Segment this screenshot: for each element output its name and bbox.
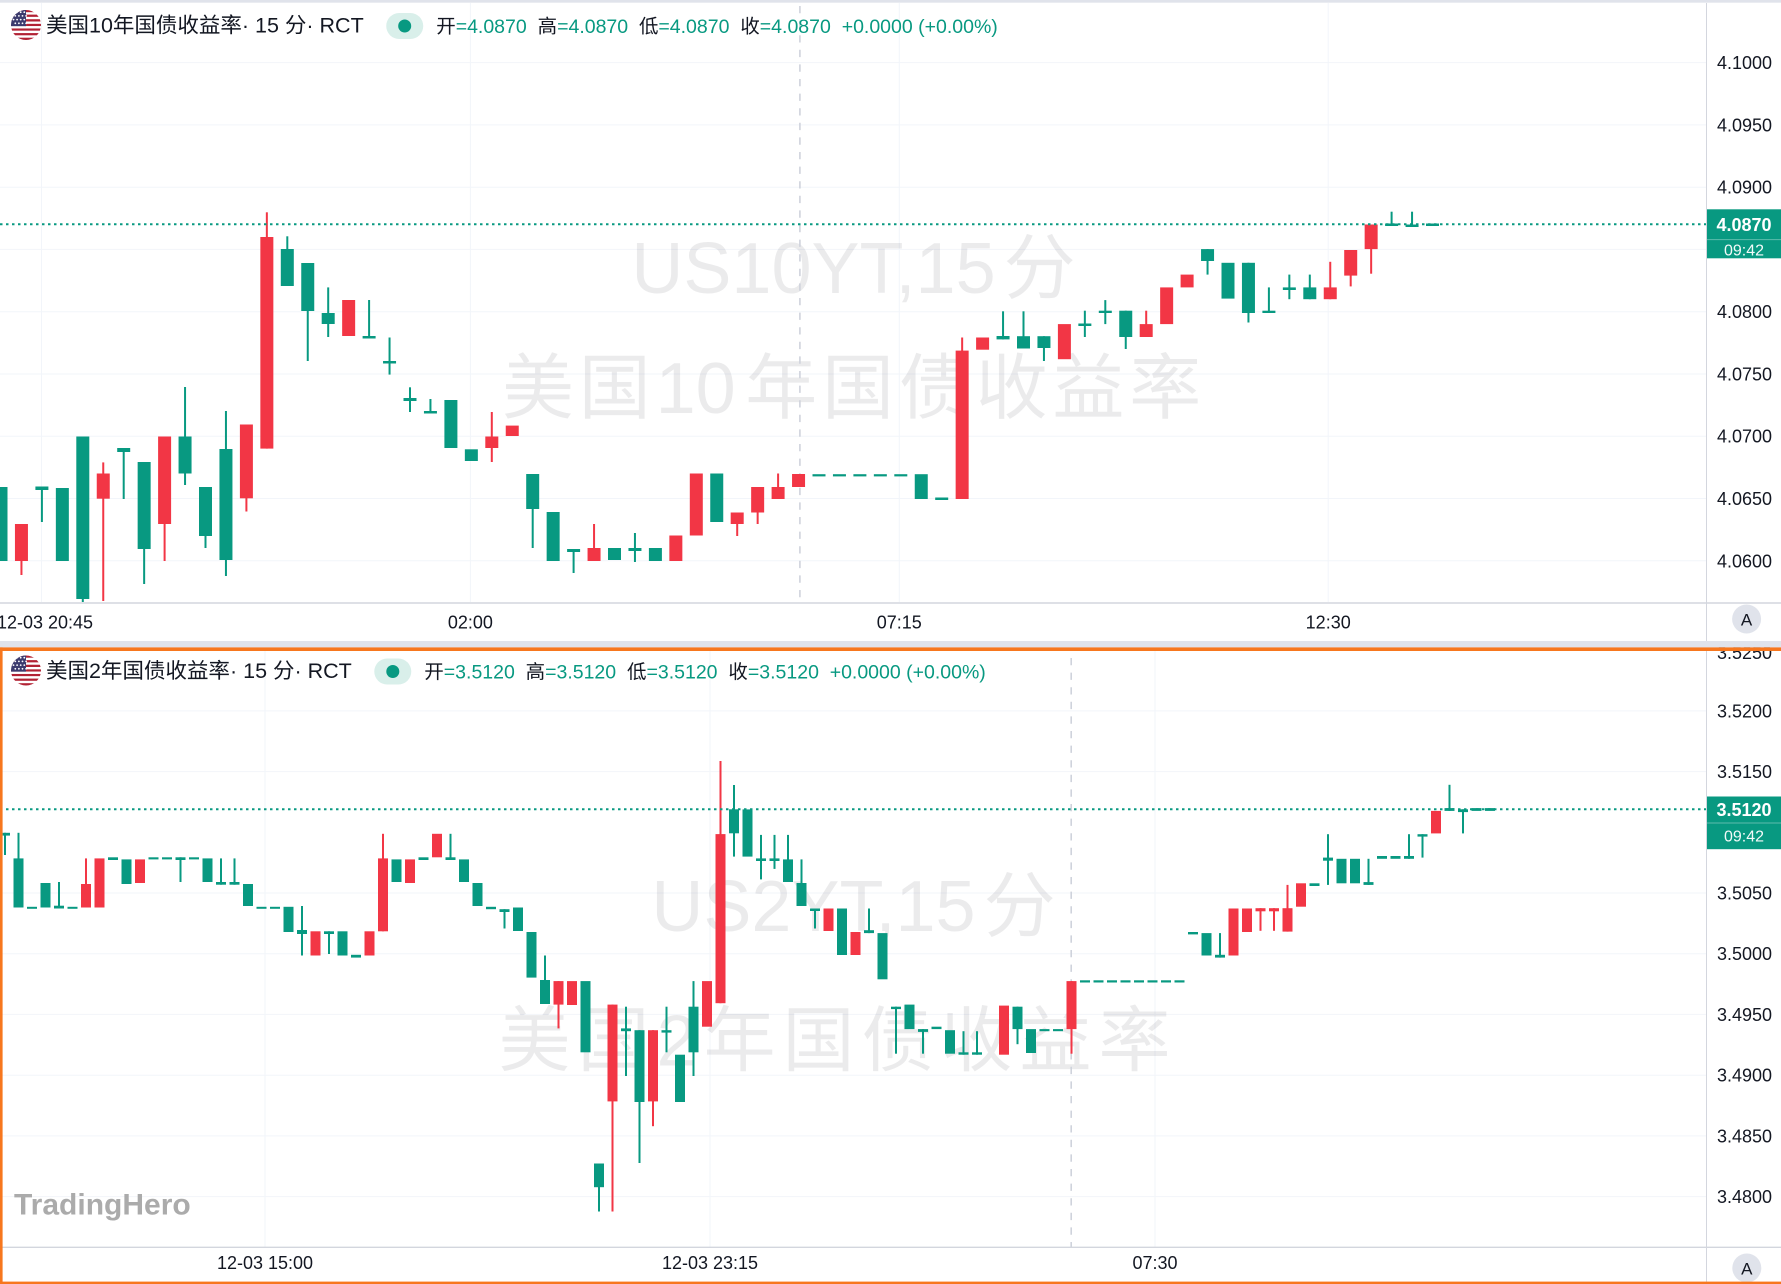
svg-text:02:00: 02:00 (448, 613, 493, 633)
svg-text:+0.0000 (+0.00%): +0.0000 (+0.00%) (842, 16, 998, 38)
svg-text:09:42: 09:42 (1724, 829, 1764, 846)
svg-text:· RCT: · RCT (295, 659, 352, 683)
svg-text:2: 2 (89, 659, 101, 683)
svg-text:3.5200: 3.5200 (1717, 701, 1772, 721)
svg-text:07:15: 07:15 (877, 613, 922, 633)
svg-text:4.0750: 4.0750 (1717, 365, 1772, 385)
svg-text:· RCT: · RCT (306, 14, 363, 38)
svg-text:=3.5120: =3.5120 (444, 662, 515, 684)
svg-text:=3.5120: =3.5120 (748, 662, 819, 684)
svg-text:=4.0870: =4.0870 (557, 16, 628, 38)
svg-text:3.4850: 3.4850 (1717, 1126, 1772, 1146)
svg-text:+0.0000 (+0.00%): +0.0000 (+0.00%) (830, 662, 986, 684)
svg-text:=3.5120: =3.5120 (647, 662, 718, 684)
svg-text:09:42: 09:42 (1724, 243, 1764, 260)
svg-text:· 15: · 15 (230, 659, 267, 683)
svg-text:=4.0870: =4.0870 (760, 16, 831, 38)
svg-text:4.0650: 4.0650 (1717, 489, 1772, 509)
svg-text:US10YT,15: US10YT,15 (631, 229, 995, 309)
svg-text:3.5000: 3.5000 (1717, 944, 1772, 964)
svg-text:12-03 15:00: 12-03 15:00 (217, 1253, 313, 1273)
svg-text:US2YT,15: US2YT,15 (651, 867, 975, 947)
svg-text:3.5050: 3.5050 (1717, 884, 1772, 904)
svg-text:3.4900: 3.4900 (1717, 1066, 1772, 1086)
svg-text:4.0870: 4.0870 (1716, 215, 1771, 235)
svg-text:10: 10 (656, 349, 736, 429)
svg-text:=3.5120: =3.5120 (545, 662, 616, 684)
svg-text:A: A (1741, 611, 1753, 630)
svg-text:4.0900: 4.0900 (1717, 178, 1772, 198)
svg-text:4.0800: 4.0800 (1717, 302, 1772, 322)
svg-text:A: A (1741, 1260, 1753, 1279)
svg-text:12-03 23:15: 12-03 23:15 (662, 1253, 758, 1273)
svg-text:12-03 20:45: 12-03 20:45 (0, 613, 93, 633)
svg-text:=4.0870: =4.0870 (456, 16, 527, 38)
svg-text:3.4800: 3.4800 (1717, 1187, 1772, 1207)
svg-text:07:30: 07:30 (1132, 1253, 1177, 1273)
svg-text:3.5120: 3.5120 (1716, 800, 1771, 820)
svg-text:TradingHero: TradingHero (14, 1189, 191, 1222)
svg-text:=4.0870: =4.0870 (658, 16, 729, 38)
svg-text:4.0600: 4.0600 (1717, 551, 1772, 571)
svg-text:10: 10 (89, 14, 113, 38)
svg-text:· 15: · 15 (242, 14, 279, 38)
svg-text:4.0950: 4.0950 (1717, 115, 1772, 135)
svg-text:4.0700: 4.0700 (1717, 427, 1772, 447)
svg-text:12:30: 12:30 (1306, 613, 1351, 633)
svg-text:3.4950: 3.4950 (1717, 1005, 1772, 1025)
svg-text:4.1000: 4.1000 (1717, 53, 1772, 73)
svg-text:3.5150: 3.5150 (1717, 762, 1772, 782)
